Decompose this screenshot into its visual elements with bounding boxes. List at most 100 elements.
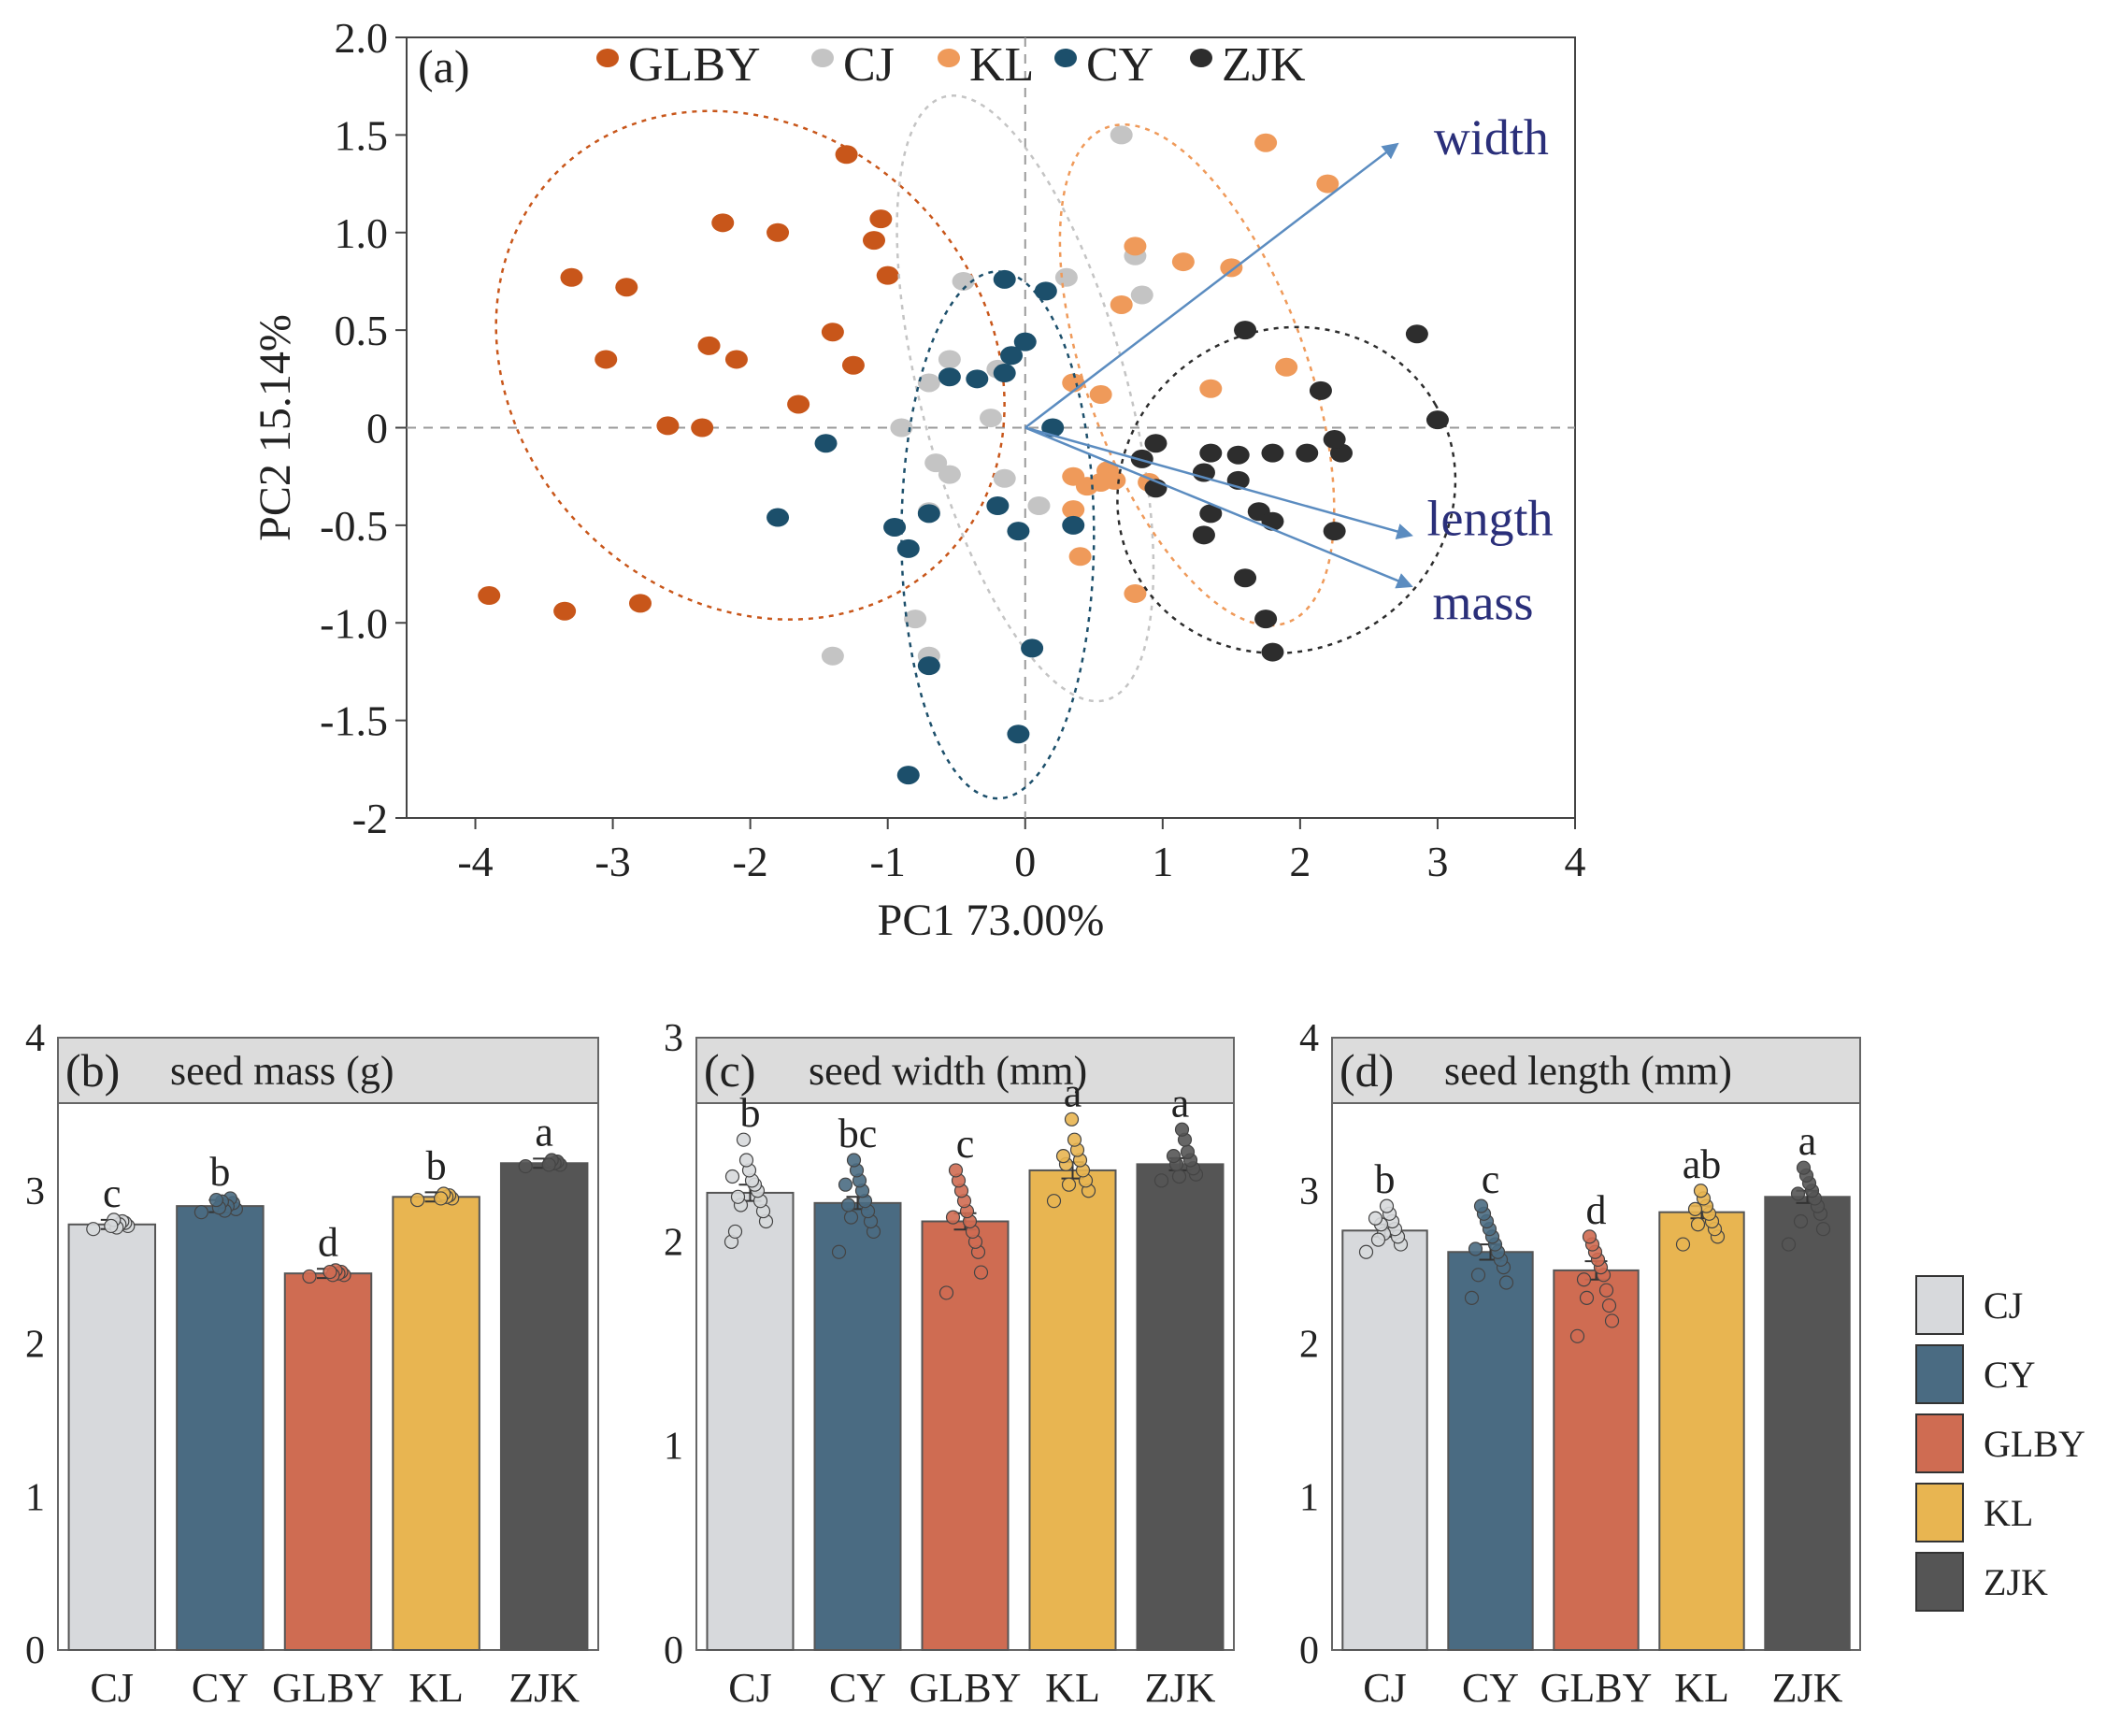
pca-point-glby [876,265,899,285]
pca-point-cj [1110,125,1133,145]
pca-point-cj [904,610,927,629]
pca-point-zjk [1261,642,1284,662]
pca-point-cy [917,504,940,524]
pca-point-glby [595,350,618,369]
jitter-point-c-zjk [1174,1122,1190,1137]
bar-y-tick-label-d: 2 [1299,1324,1319,1367]
sig-letter-d-glby: d [1586,1187,1607,1233]
jitter-point-d-glby [1598,1283,1614,1298]
pca-point-zjk [1226,445,1250,465]
pca-point-cy [1041,418,1065,438]
pca-point-cy [883,517,907,537]
bar-b-glby [283,1272,373,1652]
pca-point-zjk [1323,430,1346,450]
legend-swatch-kl [1915,1483,1964,1542]
sig-letter-b-cj: c [103,1170,122,1216]
pca-point-cy [993,364,1016,383]
bar-category-label-d-zjk: ZJK [1772,1665,1843,1711]
pca-point-glby [478,586,501,606]
seed-mass-panel: (b) seed mass (g) 0 1 2 3 4 c CJ b CY d GLBY b KL a ZJK [25,1017,599,1711]
pca-ellipse-zjk [1116,325,1457,654]
pca-point-glby [629,594,652,613]
pca-point-cj [952,271,975,291]
panel-tag-a: (a) [418,40,470,93]
pca-point-cj [993,468,1016,488]
jitter-point-b-cj [86,1222,101,1237]
pca-ellipse-kl [1058,123,1336,627]
pca-y-tick-label: 1.0 [335,209,389,257]
bar-c-glby [921,1220,1010,1651]
pca-vector-label-mass: mass [1433,575,1534,631]
pca-point-kl [1316,174,1340,194]
panel-tag-b: (b) [65,1044,120,1097]
pca-point-glby [766,222,790,242]
panel-title-d: seed length (mm) [1444,1048,1732,1094]
pca-legend-dot-cj [811,49,834,67]
sig-letter-d-kl: ab [1683,1141,1722,1187]
pca-x-tick-label: 4 [1565,838,1586,885]
pca-point-cj [821,646,844,666]
jitter-point-d-cy [1473,1198,1489,1213]
bar-category-label-c-glby: GLBY [910,1665,1022,1711]
pca-x-tick-label: 3 [1426,838,1448,885]
pca-vector-label-width: width [1434,109,1549,165]
panel-strip-d [1331,1037,1861,1104]
panel-tag-d: (d) [1340,1044,1394,1097]
jitter-point-b-cy [193,1205,208,1220]
pca-point-glby [835,145,858,165]
pca-point-kl [1103,470,1126,490]
bar-category-label-c-zjk: ZJK [1145,1665,1216,1711]
pca-point-glby [553,601,577,621]
bar-c-zjk [1136,1163,1225,1652]
jitter-point-c-glby [973,1265,989,1280]
bar-d-kl [1658,1211,1745,1652]
pca-y-tick-label: -1.0 [320,599,388,647]
pca-y-tick-label: 0.5 [335,307,389,354]
pca-point-cy [1034,281,1057,301]
sig-letter-c-kl: a [1064,1069,1082,1115]
legend-swatch-zjk [1915,1552,1964,1612]
pca-y-tick-label: 2.0 [335,14,389,62]
pca-legend-dot-kl [938,49,960,67]
bar-c-cj [706,1191,795,1652]
pca-point-zjk [1261,511,1284,531]
pca-point-cy [896,538,920,558]
jitter-point-b-kl [434,1191,449,1206]
pca-point-cy [1007,725,1030,744]
panel-tag-c: (c) [704,1044,756,1097]
pca-point-cj [938,465,961,484]
sig-letter-d-cj: b [1375,1156,1396,1202]
pca-point-kl [1254,133,1278,152]
pca-point-kl [1199,379,1223,398]
pca-vector-mass [1024,426,1413,589]
pca-x-tick-label: -3 [595,838,630,885]
bar-c-cy [813,1201,902,1651]
pca-point-cy [1021,638,1044,658]
legend-label-cy: CY [1984,1354,2036,1396]
jitter-point-c-kl [1061,1177,1077,1192]
jitter-point-d-glby [1576,1272,1592,1287]
pca-legend-label-glby: GLBY [628,38,761,92]
panel-title-c: seed width (mm) [809,1048,1087,1094]
pca-point-zjk [1199,504,1223,524]
pca-point-kl [1068,547,1092,567]
pca-point-zjk [1130,449,1153,468]
pca-point-zjk [1323,522,1346,541]
bar-y-tick-label-c: 2 [664,1221,683,1264]
pca-legend-dot-zjk [1190,49,1212,67]
pca-point-glby [656,416,680,436]
pca-point-cy [1007,522,1030,541]
bar-category-label-d-cy: CY [1462,1665,1519,1711]
pca-point-kl [1110,294,1133,314]
bar-category-label-b-cj: CJ [91,1665,134,1711]
bar-y-tick-label-b: 2 [25,1324,45,1367]
jitter-point-d-glby [1604,1313,1620,1328]
jitter-point-d-glby [1582,1229,1597,1244]
sig-letter-c-glby: c [956,1121,975,1167]
sig-letter-c-zjk: a [1171,1080,1190,1126]
pca-x-tick-label: 0 [1014,838,1036,885]
legend-swatch-cj [1915,1275,1964,1335]
pca-legend-dot-cy [1054,49,1077,67]
bar-category-label-d-cj: CJ [1363,1665,1406,1711]
sig-letter-c-cy: bc [838,1111,878,1156]
